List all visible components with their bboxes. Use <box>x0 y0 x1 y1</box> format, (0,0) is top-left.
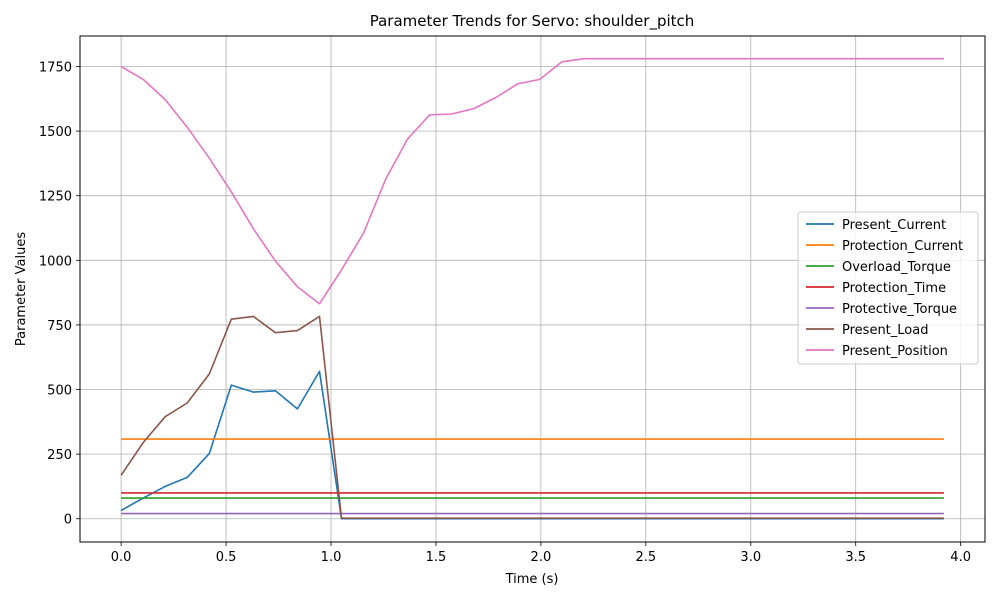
legend-label-protection-time: Protection_Time <box>842 281 946 296</box>
series-line-present-position <box>120 57 944 305</box>
legend-label-present-position: Present_Position <box>842 344 948 359</box>
y-tick-label: 1750 <box>39 60 72 75</box>
y-tick-label: 750 <box>47 319 72 334</box>
plot-frame <box>79 35 986 543</box>
legend-label-protection-current: Protection_Current <box>842 239 963 254</box>
y-tick-label: 250 <box>47 448 72 463</box>
legend-label-overload-torque: Overload_Torque <box>842 260 951 275</box>
y-tick-label: 500 <box>47 384 72 399</box>
x-tick-label: 3.0 <box>740 550 761 565</box>
x-tick-label: 3.5 <box>845 550 866 565</box>
legend: Present_Current Protection_Current Overloa… <box>797 211 979 365</box>
y-tick-label: 1500 <box>39 125 72 140</box>
x-tick-label: 0.0 <box>111 550 132 565</box>
x-tick-label: 4.0 <box>950 550 971 565</box>
x-tick-label: 2.0 <box>531 550 552 565</box>
y-tick-label: 0 <box>64 513 72 528</box>
legend-frame <box>797 211 979 365</box>
legend-label-protective-torque: Protective_Torque <box>842 302 957 317</box>
x-tick-label: 1.0 <box>321 550 342 565</box>
series-line-present-load <box>120 315 944 520</box>
legend-label-present-load: Present_Load <box>842 323 928 338</box>
x-tick-label: 2.5 <box>635 550 656 565</box>
x-tick-label: 0.5 <box>216 550 237 565</box>
series-lines <box>120 57 944 520</box>
legend-label-present-current: Present_Current <box>842 218 946 233</box>
x-tick-label: 1.5 <box>426 550 447 565</box>
axis-ticks: 0.0 0.5 1.0 1.5 2.0 2.5 3.0 3.5 4.0 0 250 500 750 100… <box>39 60 971 565</box>
y-tick-label: 1000 <box>39 254 72 269</box>
y-tick-label: 1250 <box>39 190 72 205</box>
chart-title: Parameter Trends for Servo: shoulder_pit… <box>370 12 695 31</box>
y-axis-label: Parameter Values <box>14 232 29 346</box>
x-axis-label: Time (s) <box>505 572 559 587</box>
